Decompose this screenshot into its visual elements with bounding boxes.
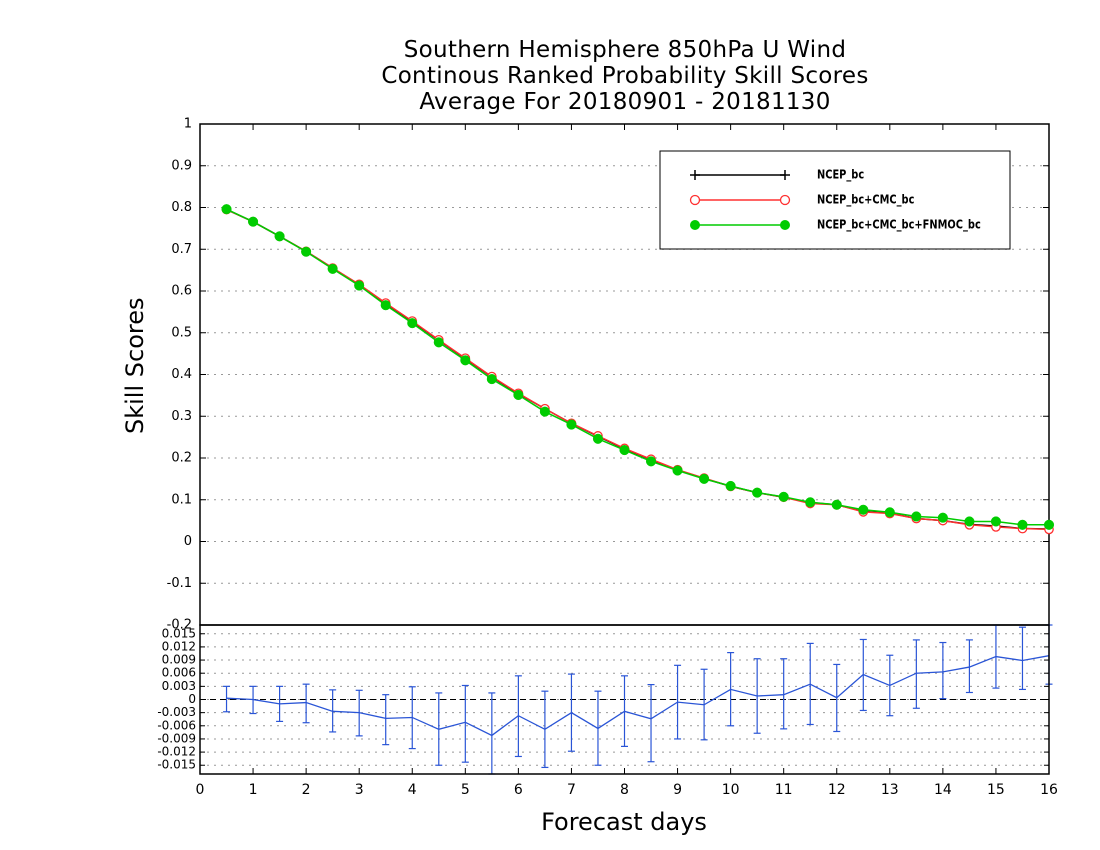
series-line-0 [226, 208, 1050, 530]
xtick-label: 11 [775, 782, 793, 798]
legend-marker-filled-circle [690, 220, 700, 230]
series-point-filled-circle [990, 516, 1001, 527]
top-ytick-label: 0.6 [171, 284, 192, 299]
xtick-label: 15 [987, 782, 1005, 798]
chart-title-line-3: Average For 20180901 - 20181130 [419, 89, 831, 115]
chart-title-line-2: Continous Ranked Probability Skill Score… [381, 63, 869, 89]
bottom-ytick-label: -0.009 [157, 731, 196, 745]
top-ytick-label: 0.5 [171, 325, 192, 340]
xtick-label: 2 [302, 782, 311, 798]
legend-label: NCEP_bc+CMC_bc [817, 192, 914, 206]
series-point-filled-circle [858, 504, 869, 515]
error-bar [780, 658, 788, 730]
series-point-filled-circle [301, 246, 312, 257]
series-point-filled-circle [592, 433, 604, 444]
series-point-filled-circle [248, 216, 259, 227]
top-ytick-label: -0.1 [167, 576, 192, 591]
series-point-filled-circle [274, 231, 285, 242]
top-ytick-label: 0.2 [171, 451, 192, 466]
series-point-filled-circle [354, 280, 365, 291]
series-point-filled-circle [778, 491, 789, 502]
series-point-filled-circle [1017, 519, 1028, 530]
bottom-ytick-label: 0.006 [162, 666, 196, 680]
chart-title-line-1: Southern Hemisphere 850hPa U Wind [403, 37, 847, 63]
xtick-label: 7 [567, 782, 576, 798]
error-bar [382, 694, 390, 746]
xtick-label: 5 [461, 782, 470, 798]
top-ytick-label: 0.8 [171, 200, 192, 215]
series-point-filled-circle [433, 337, 444, 348]
series-line-1 [226, 208, 1050, 531]
error-bar [939, 641, 947, 700]
xtick-label: 0 [196, 782, 205, 798]
series-point-filled-circle [672, 465, 683, 476]
top-ytick-label: -0.2 [167, 618, 192, 633]
difference-line [226, 655, 1050, 737]
bottom-ytick-label: 0.012 [162, 639, 196, 653]
xtick-label: 12 [828, 782, 846, 798]
bottom-ytick-label: -0.015 [157, 758, 196, 772]
series-point-filled-circle [752, 487, 763, 498]
series-point-filled-circle [805, 497, 816, 508]
xtick-label: 4 [408, 782, 417, 798]
series-point-filled-circle [327, 263, 338, 274]
legend-label: NCEP_bc [817, 167, 864, 181]
series-point-filled-circle [1043, 519, 1055, 530]
bottom-ytick-label: 0 [188, 692, 196, 706]
series-point-filled-circle [513, 389, 524, 401]
xtick-label: 14 [934, 782, 952, 798]
xtick-label: 13 [881, 782, 899, 798]
series-point-filled-circle [407, 318, 418, 329]
top-ytick-label: 0.1 [171, 492, 192, 507]
bottom-ytick-label: -0.006 [157, 718, 196, 732]
series-point-filled-circle [884, 507, 895, 518]
bottom-ytick-label: -0.003 [157, 705, 196, 719]
series-point-filled-circle [486, 374, 497, 385]
series-point-filled-circle [699, 473, 710, 484]
error-bar [965, 639, 973, 694]
legend-marker-filled-circle [780, 220, 790, 230]
top-ytick-label: 0.7 [171, 242, 192, 257]
series-point-filled-circle [460, 355, 471, 366]
error-bar [223, 685, 231, 713]
xtick-label: 8 [620, 782, 629, 798]
bottom-ytick-label: 0.015 [162, 626, 196, 640]
series-point-filled-circle [645, 456, 657, 467]
series-point-filled-circle [539, 406, 550, 417]
top-ytick-label: 0.4 [171, 367, 192, 382]
error-bar [647, 683, 655, 763]
xtick-label: 10 [722, 782, 740, 798]
series-point-filled-circle [964, 516, 975, 527]
series-point-filled-circle [619, 445, 630, 456]
legend-marker-open-circle [779, 194, 791, 206]
series-point-filled-circle [937, 512, 948, 523]
series-line-2 [226, 208, 1049, 526]
top-ytick-label: 0.3 [171, 409, 192, 424]
top-ytick-label: 1 [184, 117, 192, 132]
legend-marker-open-circle [689, 194, 701, 206]
bottom-ytick-label: 0.003 [162, 679, 196, 693]
xtick-label: 3 [355, 782, 364, 798]
top-ytick-label: 0 [184, 534, 192, 549]
bottom-ytick-label: -0.012 [157, 745, 196, 759]
series-point-filled-circle [221, 204, 232, 215]
x-axis-title: Forecast days [541, 808, 707, 836]
xtick-label: 6 [514, 782, 523, 798]
error-bar [302, 683, 310, 724]
bottom-ytick-label: 0.009 [162, 653, 196, 667]
series-point-filled-circle [911, 511, 922, 522]
top-ytick-label: 0.9 [171, 158, 192, 173]
series-point-filled-circle [380, 300, 391, 311]
error-bar [912, 639, 920, 709]
legend-label: NCEP_bc+CMC_bc+FNMOC_bc [817, 217, 981, 231]
error-bar [1018, 626, 1026, 691]
xtick-label: 9 [673, 782, 682, 798]
series-point-filled-circle [566, 419, 577, 430]
series-point-filled-circle [831, 499, 842, 510]
xtick-label: 1 [249, 782, 258, 798]
series-point-filled-circle [725, 480, 736, 492]
xtick-label: 16 [1040, 782, 1058, 798]
error-bar [461, 684, 469, 763]
